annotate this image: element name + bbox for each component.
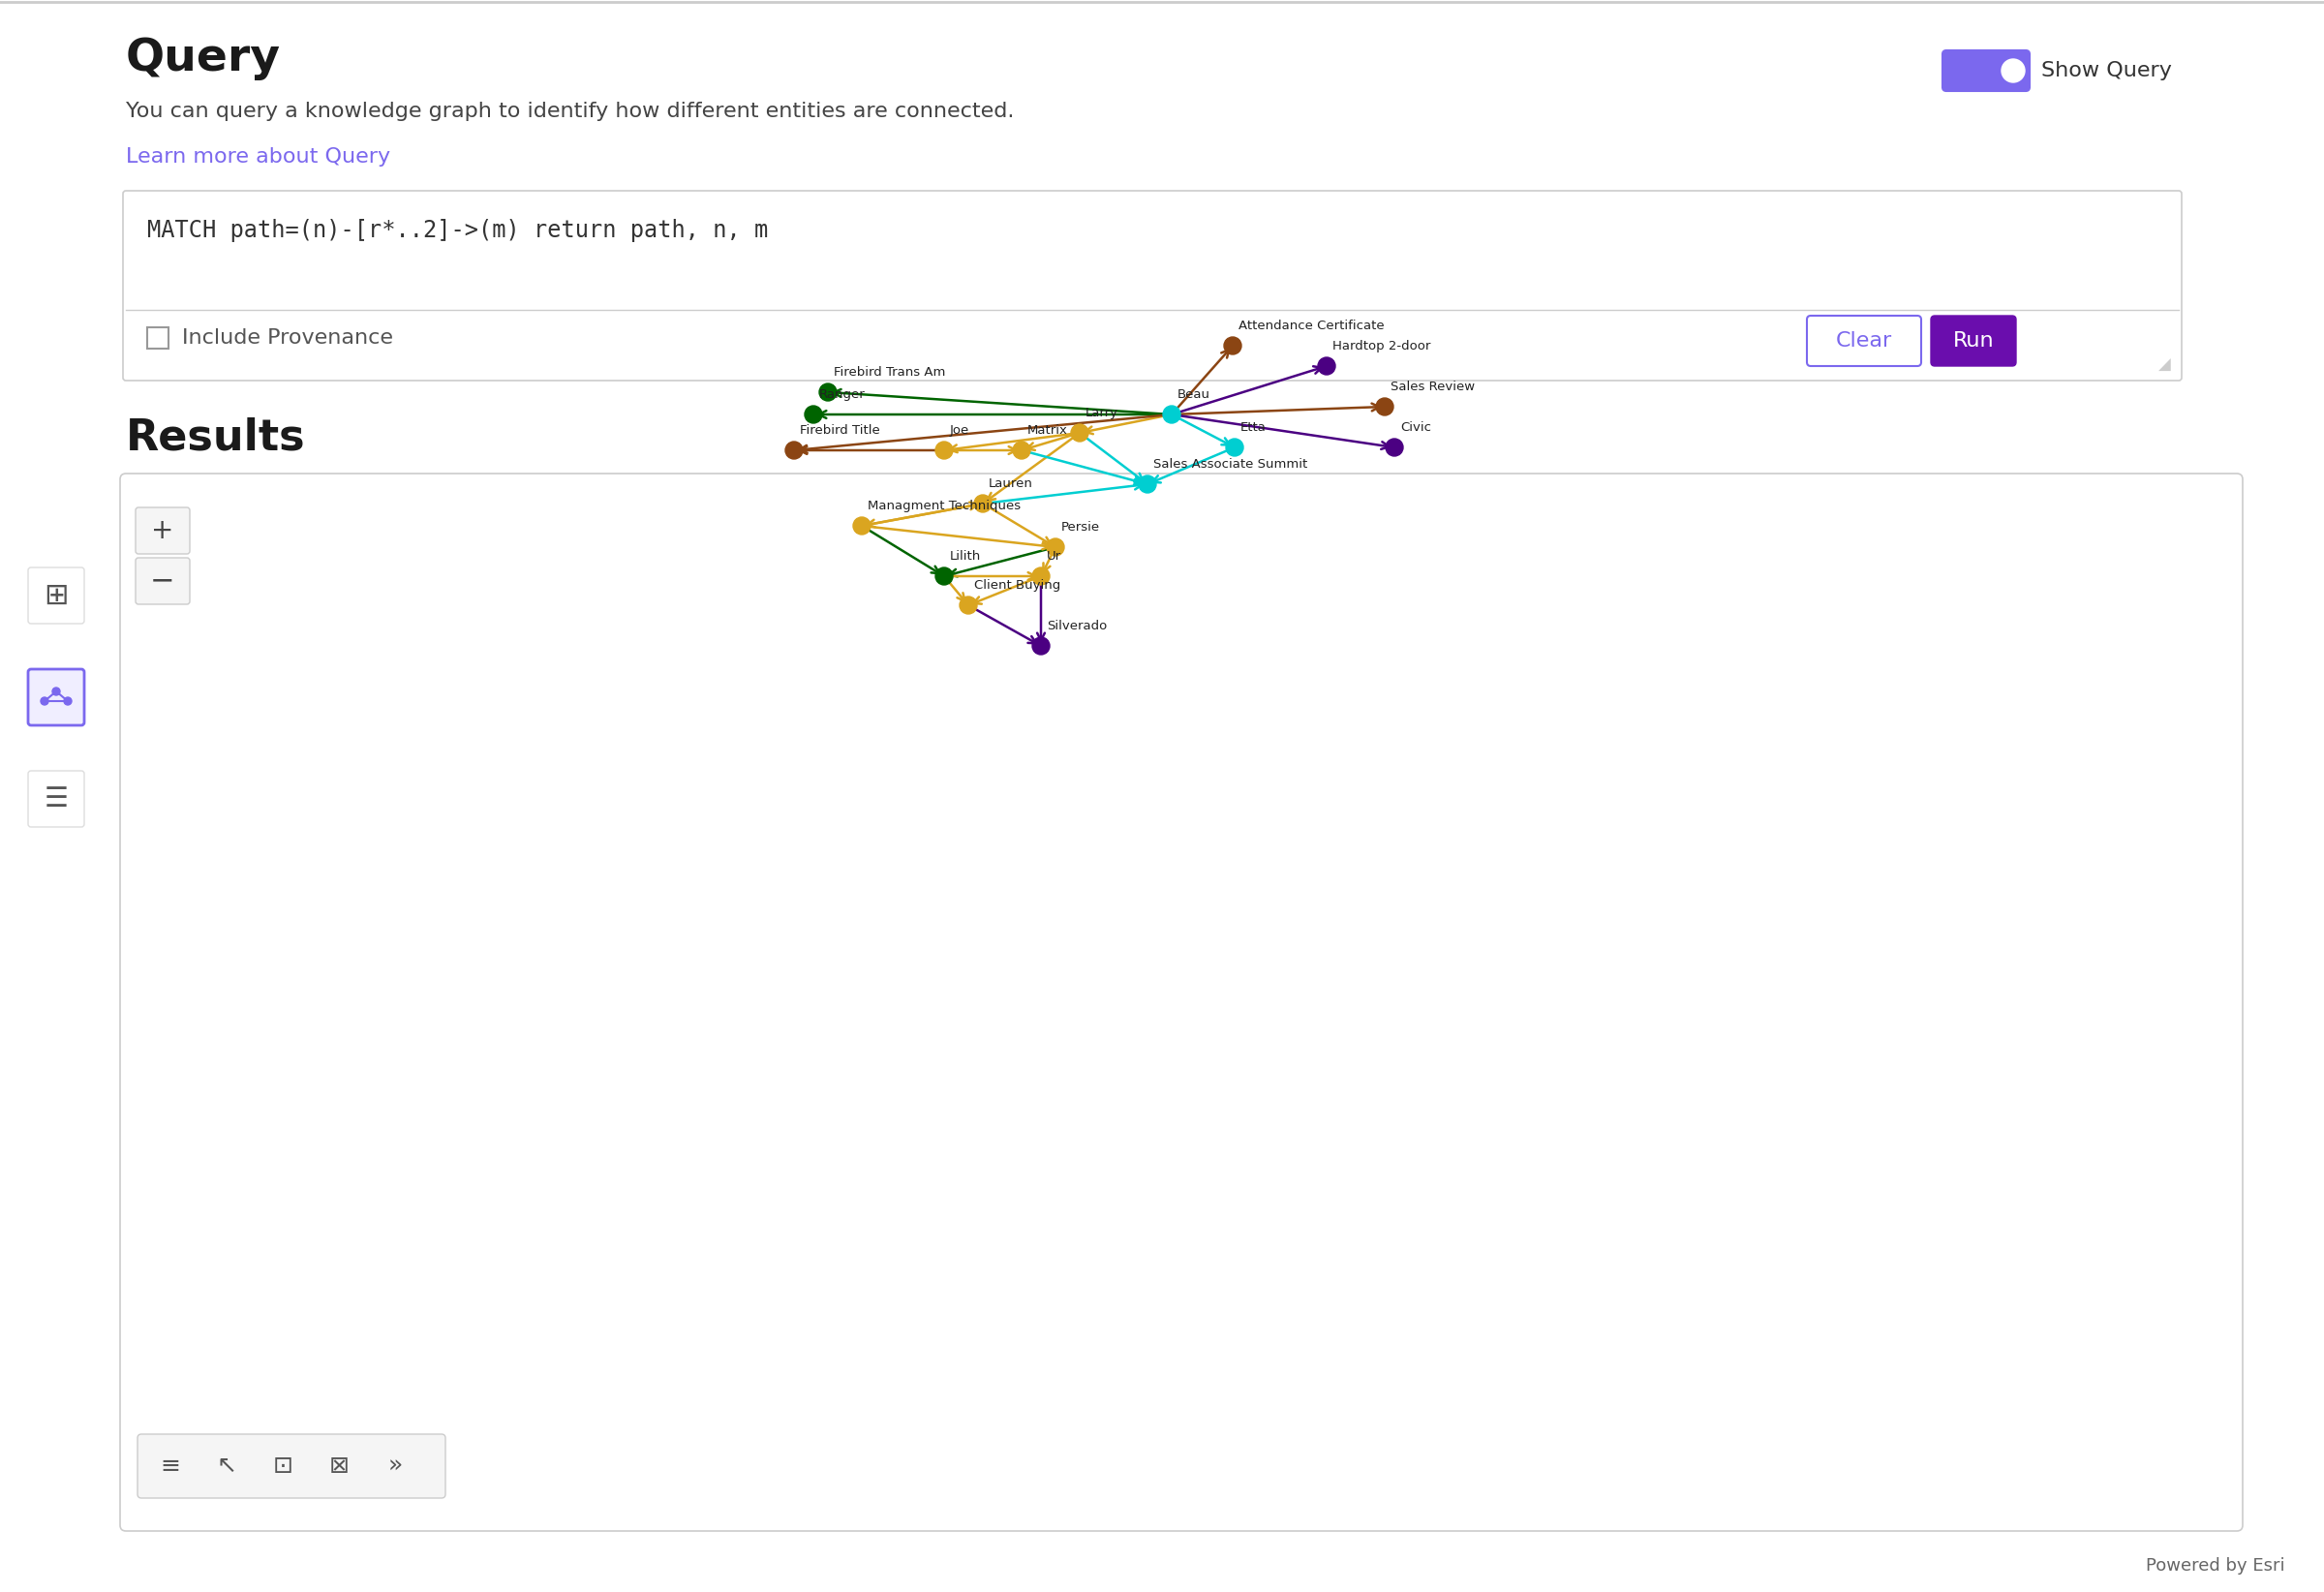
Text: Matrix: Matrix bbox=[1027, 423, 1069, 436]
Text: Sales Review: Sales Review bbox=[1390, 380, 1476, 393]
Text: Ur: Ur bbox=[1046, 549, 1062, 562]
Text: ⊞: ⊞ bbox=[44, 581, 67, 610]
Circle shape bbox=[42, 697, 49, 705]
Text: ☰: ☰ bbox=[44, 785, 67, 812]
Text: MATCH path=(n)-[r*..2]->(m) return path, n, m: MATCH path=(n)-[r*..2]->(m) return path,… bbox=[146, 218, 769, 242]
Circle shape bbox=[1032, 567, 1050, 584]
Text: Attendance Certificate: Attendance Certificate bbox=[1239, 320, 1385, 333]
Text: Etta: Etta bbox=[1241, 422, 1267, 435]
Circle shape bbox=[853, 517, 872, 535]
Text: Results: Results bbox=[125, 417, 307, 458]
Circle shape bbox=[1376, 398, 1394, 416]
Text: Lauren: Lauren bbox=[988, 478, 1034, 490]
Bar bbox=[146, 328, 170, 349]
Text: Lilith: Lilith bbox=[951, 549, 981, 562]
Circle shape bbox=[1071, 423, 1088, 441]
FancyBboxPatch shape bbox=[28, 669, 84, 726]
FancyBboxPatch shape bbox=[137, 1434, 446, 1498]
FancyBboxPatch shape bbox=[1943, 51, 2029, 91]
FancyBboxPatch shape bbox=[123, 191, 2182, 380]
Text: +: + bbox=[151, 517, 174, 544]
Circle shape bbox=[786, 441, 802, 458]
Text: You can query a knowledge graph to identify how different entities are connected: You can query a knowledge graph to ident… bbox=[125, 102, 1013, 121]
FancyBboxPatch shape bbox=[28, 567, 84, 624]
Text: Managment Techniques: Managment Techniques bbox=[867, 500, 1020, 513]
Text: »: » bbox=[388, 1455, 402, 1477]
Text: Joe: Joe bbox=[951, 423, 969, 436]
Text: Silverado: Silverado bbox=[1046, 619, 1106, 632]
Text: Query: Query bbox=[125, 37, 281, 80]
Text: Show Query: Show Query bbox=[2040, 60, 2173, 80]
Circle shape bbox=[974, 495, 992, 513]
Circle shape bbox=[65, 697, 72, 705]
Text: Hardtop 2-door: Hardtop 2-door bbox=[1332, 341, 1432, 352]
Text: Ranger: Ranger bbox=[820, 388, 865, 401]
Text: Clear: Clear bbox=[1836, 331, 1892, 350]
Text: Powered by Esri: Powered by Esri bbox=[2145, 1557, 2284, 1574]
Circle shape bbox=[1032, 637, 1050, 654]
FancyBboxPatch shape bbox=[135, 508, 191, 554]
Circle shape bbox=[1318, 357, 1336, 374]
Text: Learn more about Query: Learn more about Query bbox=[125, 146, 390, 167]
Text: ⊡: ⊡ bbox=[272, 1455, 293, 1477]
FancyBboxPatch shape bbox=[135, 557, 191, 605]
Text: Beau: Beau bbox=[1178, 388, 1211, 401]
Text: ≡: ≡ bbox=[160, 1455, 181, 1477]
Circle shape bbox=[820, 384, 837, 401]
Circle shape bbox=[1225, 338, 1241, 355]
Text: Firebird Title: Firebird Title bbox=[799, 423, 881, 436]
Text: Include Provenance: Include Provenance bbox=[181, 328, 393, 347]
Text: ◢: ◢ bbox=[2159, 357, 2171, 374]
Circle shape bbox=[804, 406, 823, 423]
FancyBboxPatch shape bbox=[28, 771, 84, 826]
Circle shape bbox=[934, 567, 953, 584]
Circle shape bbox=[53, 688, 60, 696]
Circle shape bbox=[1162, 406, 1181, 423]
Text: Persie: Persie bbox=[1062, 521, 1099, 533]
Circle shape bbox=[934, 441, 953, 458]
Circle shape bbox=[960, 597, 976, 615]
Text: Firebird Trans Am: Firebird Trans Am bbox=[834, 366, 946, 379]
Text: −: − bbox=[151, 567, 174, 595]
Circle shape bbox=[1227, 439, 1243, 455]
Text: ↖: ↖ bbox=[216, 1455, 237, 1477]
Text: Run: Run bbox=[1952, 331, 1994, 350]
Circle shape bbox=[1139, 476, 1157, 494]
Text: Sales Associate Summit: Sales Associate Summit bbox=[1153, 458, 1308, 471]
Circle shape bbox=[2001, 59, 2024, 83]
Circle shape bbox=[1013, 441, 1030, 458]
FancyBboxPatch shape bbox=[121, 473, 2243, 1532]
FancyBboxPatch shape bbox=[1808, 315, 1922, 366]
FancyBboxPatch shape bbox=[1931, 315, 2017, 366]
Text: Client Buying: Client Buying bbox=[974, 579, 1060, 592]
Circle shape bbox=[1046, 538, 1064, 556]
Text: ⊠: ⊠ bbox=[328, 1455, 349, 1477]
Circle shape bbox=[1385, 439, 1404, 455]
Text: Civic: Civic bbox=[1399, 422, 1432, 435]
Text: Larry: Larry bbox=[1085, 406, 1118, 419]
